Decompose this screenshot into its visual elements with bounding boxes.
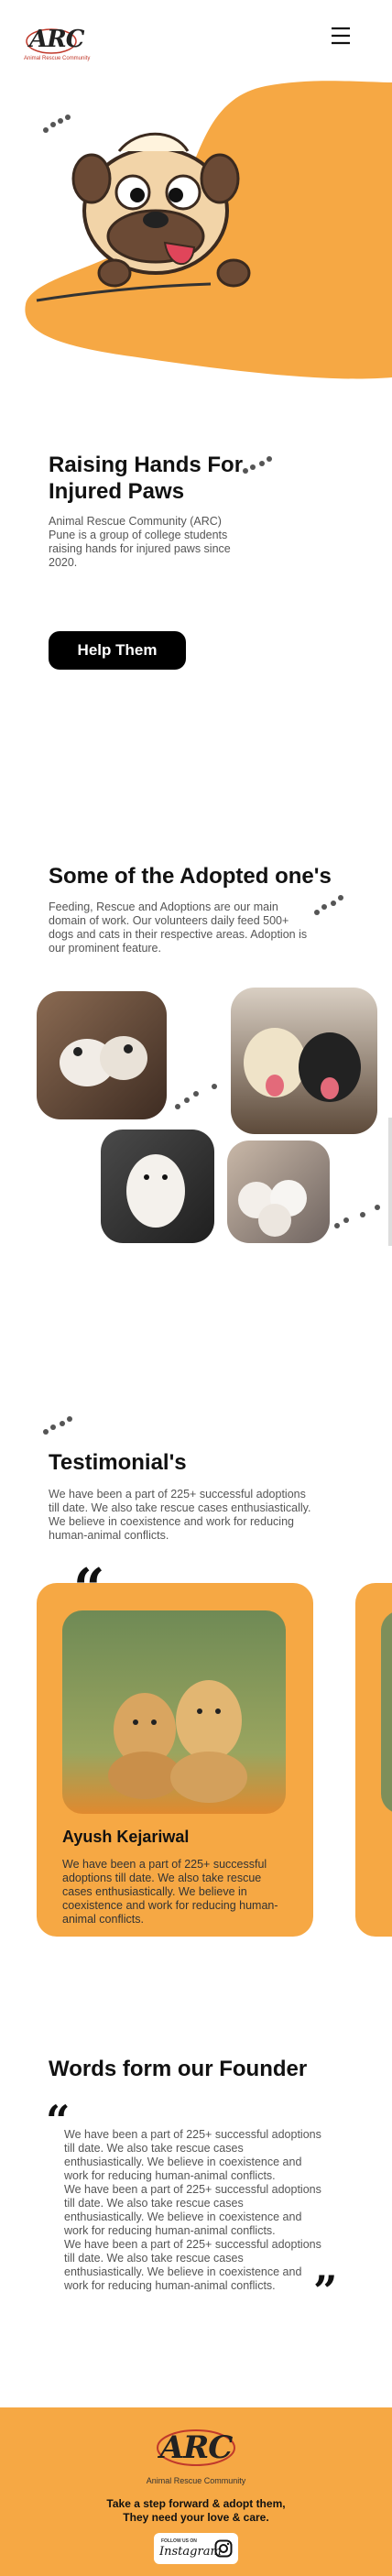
quote-mark: “ xyxy=(46,2096,71,2145)
tagline-line: They need your love & care. xyxy=(123,2511,269,2524)
instagram-label: Instagram xyxy=(159,2545,222,2559)
paw-decoration xyxy=(314,895,343,915)
hero-text: Animal Rescue Community (ARC) Pune is a … xyxy=(49,515,231,569)
instagram-badge[interactable]: FOLLOW US ON Instagram xyxy=(154,2533,238,2564)
founder-paragraph: We have been a part of 225+ successful a… xyxy=(64,2128,321,2182)
logo-subtitle: Animal Rescue Community xyxy=(24,56,91,61)
hero-illustration xyxy=(25,81,392,379)
footer-logo-swoosh xyxy=(157,2429,235,2466)
logo-swoosh xyxy=(26,28,77,54)
testimonial-card-partial xyxy=(355,1583,392,1937)
testimonial-text: We have been a part of 225+ successful a… xyxy=(62,1858,278,1926)
testimonial-photo xyxy=(62,1610,286,1814)
menu-button[interactable] xyxy=(330,26,352,46)
logo-text: ARC xyxy=(29,26,84,53)
testimonial-name: Ayush Kejariwal xyxy=(62,1828,190,1846)
testimonial-photo xyxy=(381,1610,392,1814)
founder-title: Words form our Founder xyxy=(49,2057,308,2081)
testimonials-title: Testimonial's xyxy=(49,1450,187,1475)
quote-mark: ” xyxy=(313,2266,338,2316)
quote-mark: “ xyxy=(73,1557,105,1621)
footer-tagline: Take a step forward & adopt them, They n… xyxy=(0,2497,392,2525)
follow-label: FOLLOW US ON xyxy=(161,2538,197,2544)
testimonials-text: We have been a part of 225+ successful a… xyxy=(49,1488,311,1542)
testimonial-card: Ayush Kejariwal We have been a part of 2… xyxy=(37,1583,313,1937)
footer-logo: ARC xyxy=(159,2429,234,2466)
founder-paragraph: We have been a part of 225+ successful a… xyxy=(64,2238,321,2292)
adopted-text: Feeding, Rescue and Adoptions are our ma… xyxy=(49,901,308,955)
tagline-line: Take a step forward & adopt them, xyxy=(106,2497,286,2510)
adopted-gallery xyxy=(37,988,392,1246)
instagram-icon xyxy=(214,2539,233,2558)
adopted-title: Some of the Adopted one's xyxy=(49,864,332,889)
help-button[interactable]: Help Them xyxy=(49,631,186,670)
founder-paragraph: We have been a part of 225+ successful a… xyxy=(64,2183,321,2237)
footer-subtitle: Animal Rescue Community xyxy=(146,2476,246,2485)
founder-quote: We have been a part of 225+ successful a… xyxy=(64,2128,325,2293)
paw-decoration xyxy=(243,456,272,474)
paw-decoration xyxy=(43,1416,72,1435)
hero-title: Raising Hands For Injured Paws xyxy=(49,453,244,504)
logo[interactable]: ARC Animal Rescue Community xyxy=(24,24,91,64)
footer: ARC Animal Rescue Community Take a step … xyxy=(0,2407,392,2576)
